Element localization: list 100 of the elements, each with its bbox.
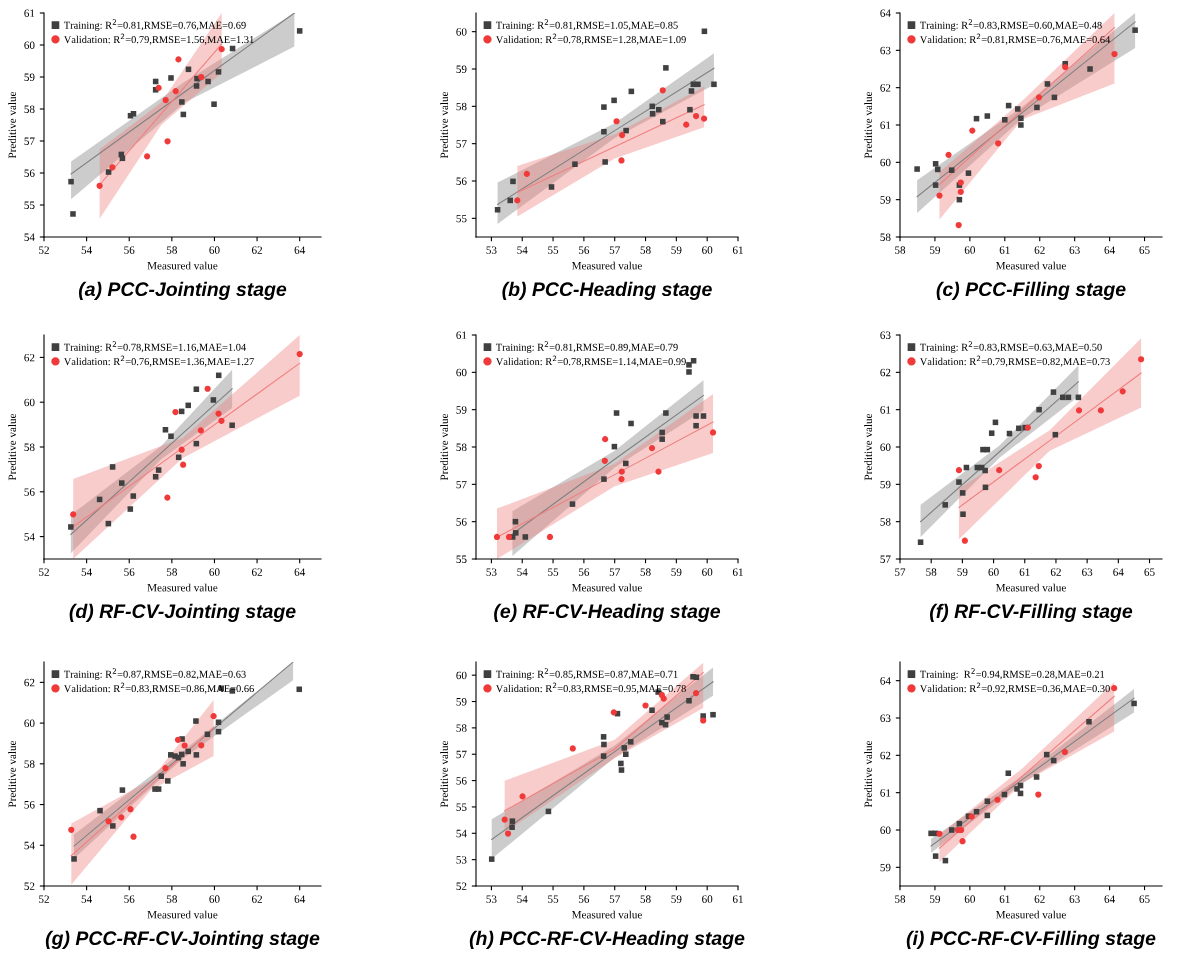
y-tick-label: 57 bbox=[456, 480, 467, 489]
y-tick-label: 57 bbox=[24, 137, 35, 145]
point bbox=[164, 138, 171, 145]
text: (a) PCC-Jointing stage bbox=[78, 281, 287, 300]
y-tick-label: 59 bbox=[24, 73, 35, 81]
point bbox=[692, 689, 700, 697]
point bbox=[660, 695, 667, 702]
point bbox=[994, 796, 1001, 803]
y-axis-title: Preditive value bbox=[440, 91, 449, 159]
x-tick-label: 52 bbox=[39, 246, 49, 254]
point bbox=[623, 751, 629, 758]
point bbox=[215, 719, 222, 726]
point bbox=[914, 166, 920, 172]
point bbox=[628, 420, 634, 427]
point bbox=[296, 28, 303, 34]
point bbox=[601, 104, 607, 110]
x-tick-label: 53 bbox=[486, 246, 497, 254]
x-tick-label: 57 bbox=[609, 895, 620, 903]
point bbox=[686, 362, 692, 368]
point bbox=[1111, 685, 1118, 692]
point bbox=[180, 461, 187, 468]
y-tick-label: 60 bbox=[456, 368, 467, 377]
point bbox=[917, 539, 924, 545]
point bbox=[522, 534, 529, 540]
y-tick-label: 60 bbox=[456, 671, 467, 680]
point bbox=[514, 197, 521, 204]
point bbox=[936, 830, 943, 837]
legend-label: Training: R$^{2}$=0.94,RMSE=0.28,MAE=0.21 bbox=[919, 668, 1105, 680]
point bbox=[957, 188, 964, 195]
y-tick-label: 58 bbox=[24, 760, 35, 768]
point bbox=[162, 764, 169, 772]
x-tick-label: 52 bbox=[39, 568, 49, 576]
text: (c) PCC-Filling stage bbox=[936, 281, 1126, 300]
point bbox=[601, 741, 607, 748]
x-tick-label: 59 bbox=[671, 895, 682, 903]
point bbox=[618, 476, 625, 483]
point bbox=[1018, 122, 1024, 128]
x-tick-label: 65 bbox=[1139, 246, 1150, 254]
legend-label: Validation: R$^{2}$=0.76,RMSE=1.36,MAE=1.27 bbox=[63, 355, 254, 367]
point bbox=[955, 221, 962, 229]
point bbox=[961, 537, 968, 544]
legend-label: Training: R$^{2}$=0.83,RMSE=0.63,MAE=0.50 bbox=[919, 341, 1102, 353]
point bbox=[210, 397, 217, 403]
x-axis-title: Measured value bbox=[995, 261, 1066, 270]
y-tick-label: 61 bbox=[24, 9, 35, 17]
legend-label: Training: R$^{2}$=0.87,RMSE=0.82,MAE=0.63 bbox=[63, 668, 246, 680]
text: (f) RF-CV-Filling stage bbox=[930, 603, 1133, 622]
point bbox=[510, 178, 516, 185]
x-tick-label: 57 bbox=[609, 568, 620, 576]
legend-label: Training: R$^{2}$=0.78,RMSE=1.16,MAE=1.04 bbox=[63, 341, 246, 353]
y-tick-label: 59 bbox=[456, 406, 467, 414]
y-tick-label: 62 bbox=[24, 678, 35, 687]
x-tick-label: 63 bbox=[1069, 246, 1080, 254]
x-axis-title: Measured value bbox=[995, 910, 1066, 919]
point bbox=[548, 184, 555, 190]
point bbox=[600, 734, 607, 740]
point bbox=[215, 410, 222, 417]
x-tick-label: 60 bbox=[964, 246, 975, 254]
point bbox=[494, 206, 501, 213]
point bbox=[1119, 388, 1126, 395]
point bbox=[118, 814, 125, 821]
y-tick-label: 56 bbox=[456, 177, 467, 185]
y-tick-label: 60 bbox=[880, 826, 891, 834]
point bbox=[613, 118, 620, 125]
point bbox=[687, 106, 693, 113]
y-tick-label: 60 bbox=[24, 41, 35, 49]
y-tick-label: 56 bbox=[24, 169, 35, 177]
legend-label: Training: R$^{2}$=0.81,RMSE=0.76,MAE=0.69 bbox=[63, 19, 246, 31]
y-tick-label: 54 bbox=[24, 841, 35, 850]
point bbox=[155, 467, 162, 473]
point bbox=[711, 81, 717, 88]
y-axis-title: Preditive value bbox=[440, 413, 449, 481]
point bbox=[958, 826, 965, 834]
x-axis-title: Measured value bbox=[571, 261, 642, 270]
point bbox=[296, 686, 303, 693]
point bbox=[959, 490, 966, 496]
point bbox=[204, 385, 211, 392]
y-axis-title: Preditive value bbox=[864, 91, 873, 159]
point bbox=[493, 533, 501, 541]
point bbox=[942, 502, 948, 508]
point bbox=[659, 436, 665, 442]
x-tick-label: 60 bbox=[209, 568, 220, 576]
x-tick-label: 56 bbox=[578, 568, 590, 576]
point bbox=[193, 83, 200, 89]
y-tick-label: 59 bbox=[456, 698, 467, 706]
point bbox=[198, 73, 205, 81]
point bbox=[700, 115, 708, 122]
x-axis-title: Measured value bbox=[147, 910, 218, 919]
point bbox=[602, 159, 608, 165]
x-tick-label: 60 bbox=[209, 246, 220, 254]
point bbox=[619, 131, 626, 139]
point bbox=[505, 533, 513, 541]
point bbox=[1131, 700, 1137, 707]
point bbox=[932, 853, 939, 859]
point bbox=[700, 717, 707, 724]
point bbox=[218, 417, 225, 424]
point bbox=[664, 714, 670, 720]
point bbox=[1018, 115, 1024, 122]
point bbox=[618, 157, 625, 164]
point bbox=[693, 413, 699, 419]
